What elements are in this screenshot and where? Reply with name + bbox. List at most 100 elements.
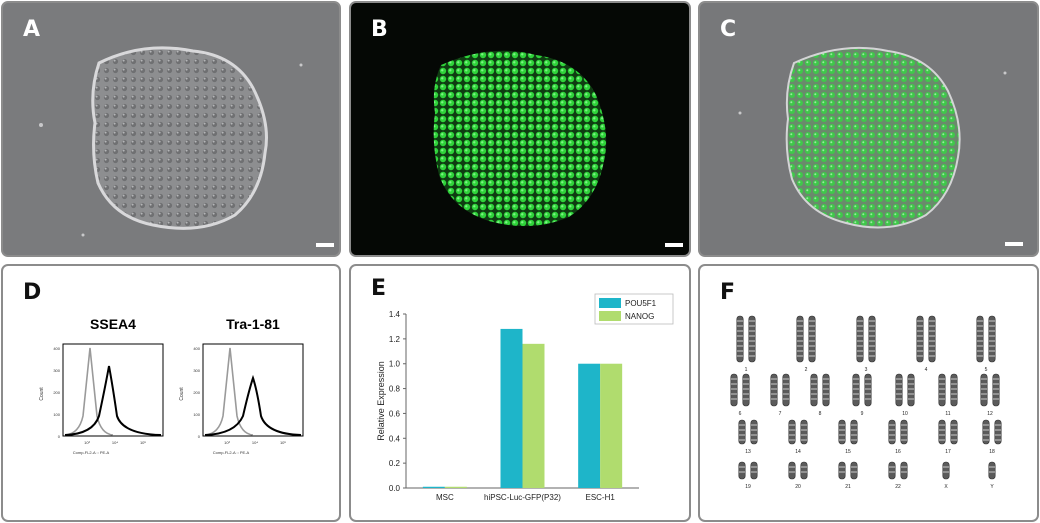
- y-tick-label: 400: [193, 346, 200, 351]
- y-tick-label: 1.0: [389, 360, 401, 369]
- phase-contrast-image: [39, 46, 303, 237]
- chromosome-pair: [788, 461, 808, 480]
- x-axis-label: Comp-FL2-A :: PE-A: [213, 450, 250, 455]
- flow-cytometry-plots: SSEA4 Count 0 100 200 300 400 10³ 10⁴ 10…: [39, 316, 304, 455]
- chromosome-label: Y: [990, 484, 994, 490]
- panel-a: A: [1, 1, 341, 257]
- chromosome-label: 17: [945, 449, 951, 455]
- chromosome-pair: [988, 461, 996, 480]
- chromosome-label: 13: [745, 449, 751, 455]
- chromosome-pair: [980, 373, 1000, 407]
- sample-curve: [64, 365, 162, 436]
- chromosome-pair: [730, 373, 750, 407]
- x-tick-label: hiPSC-Luc-GFP(P32): [484, 493, 561, 502]
- chromosome-pair: [838, 419, 858, 445]
- x-tick-label: MSC: [436, 493, 454, 502]
- panel-c-label: C: [720, 17, 737, 42]
- chromosome-label: 8: [819, 411, 822, 417]
- gfp-fluorescence-image: [433, 50, 607, 227]
- chromosome-pair: [888, 419, 908, 445]
- bar-nanog: [444, 486, 467, 488]
- legend-label: POU5F1: [625, 299, 657, 308]
- legend-label: NANOG: [625, 312, 654, 321]
- chromosome-pair: [738, 419, 758, 445]
- chromosome-pair: [938, 419, 958, 445]
- chromosome-pair: [810, 373, 830, 407]
- chromosome-pair: [976, 315, 996, 363]
- scale-bar: [316, 243, 334, 247]
- y-tick-label: 100: [193, 412, 200, 417]
- y-tick-label: 100: [53, 412, 60, 417]
- bar-nanog: [522, 343, 545, 488]
- x-tick-label: 10⁵: [140, 440, 146, 445]
- chromosome-label: 3: [865, 367, 868, 373]
- y-tick-label: 300: [53, 368, 60, 373]
- chromosome-pair: [788, 419, 808, 445]
- chromosome-label: 16: [895, 449, 901, 455]
- chromosome-label: 12: [987, 411, 993, 417]
- chromosome-pair: [938, 373, 958, 407]
- colony-fluorescence: [433, 50, 607, 227]
- colony-outline: [91, 46, 268, 230]
- panel-f: F 1 2 3 4 5 6 7 8 9 10 11 12 13 14 15 16 17 18 19 20 21 22 X Y: [698, 264, 1039, 522]
- scale-bar: [665, 243, 683, 247]
- chromosome-label: 7: [779, 411, 782, 417]
- chromosome-label: 15: [845, 449, 851, 455]
- chromosome-pair: [942, 461, 950, 480]
- y-tick-label: 0: [58, 434, 61, 439]
- panel-d: D SSEA4 Count 0 100 200 300 400 10³ 10⁴ …: [1, 264, 341, 522]
- chromosome-label: 20: [795, 484, 801, 490]
- panel-b: B: [349, 1, 691, 257]
- chromosome-label: 18: [989, 449, 995, 455]
- relative-expression-chart: 0.0 0.2 0.4 0.6 0.8 1.0 1.2 1.4 Relative Express…: [376, 293, 674, 502]
- panel-a-label: A: [23, 17, 41, 42]
- chromosome-pair: [888, 461, 908, 480]
- chromosome-pair: [852, 373, 872, 407]
- x-tick-label: 10⁴: [252, 440, 258, 445]
- panel-e-label: E: [371, 276, 387, 301]
- chromosome-label: 4: [925, 367, 928, 373]
- bar-pou5f1: [500, 328, 523, 488]
- panel-c: C: [698, 1, 1039, 257]
- x-tick-label: 10⁵: [280, 440, 286, 445]
- chromosome-pair: [895, 373, 915, 407]
- chromosome-label: 19: [745, 484, 751, 490]
- chromosome-label: 21: [845, 484, 851, 490]
- y-tick-label: 200: [193, 390, 200, 395]
- y-tick-label: 0.2: [389, 459, 401, 468]
- legend-swatch: [599, 311, 621, 321]
- y-tick-label: 0.8: [389, 385, 401, 394]
- x-tick-label: 10³: [224, 440, 230, 445]
- chromosome-label: 10: [902, 411, 908, 417]
- panel-b-label: B: [371, 17, 388, 42]
- isotype-control-curve: [204, 347, 254, 436]
- histogram-tra-1-81: Tra-1-81 Count 0 100 200 300 400 10³ 10⁴…: [179, 316, 304, 455]
- y-tick-label: 0.6: [389, 409, 401, 418]
- chromosome-pair: [770, 373, 790, 407]
- chromosome-label: 22: [895, 484, 901, 490]
- chromosome-pair: [738, 461, 758, 480]
- chromosome-label: 11: [945, 411, 950, 417]
- x-tick-label: 10³: [84, 440, 90, 445]
- x-tick-label: 10⁴: [112, 440, 118, 445]
- y-tick-label: 1.2: [389, 335, 401, 344]
- chromosome-pair: [916, 315, 936, 363]
- chromosome-pair: [838, 461, 858, 480]
- y-tick-label: 300: [193, 368, 200, 373]
- y-tick-label: 0: [198, 434, 201, 439]
- x-tick-label: ESC-H1: [585, 493, 615, 502]
- bar-pou5f1: [422, 486, 445, 488]
- panel-f-label: F: [720, 280, 736, 305]
- x-axis-label: Comp-FL2-A :: PE-A: [73, 450, 110, 455]
- panel-e: E 0.0 0.2 0.4 0.6 0.8 1.0 1.2 1.4 Relative Expre…: [349, 264, 691, 522]
- chromosome-pair: [736, 315, 756, 363]
- y-tick-label: 200: [53, 390, 60, 395]
- y-tick-label: 0.4: [389, 434, 401, 443]
- isotype-control-curve: [64, 347, 114, 436]
- histogram-title: SSEA4: [90, 316, 136, 332]
- colony-merged: [785, 46, 961, 229]
- panel-d-label: D: [23, 280, 42, 305]
- bar-nanog: [600, 363, 623, 488]
- chromosome-pair: [982, 419, 1002, 445]
